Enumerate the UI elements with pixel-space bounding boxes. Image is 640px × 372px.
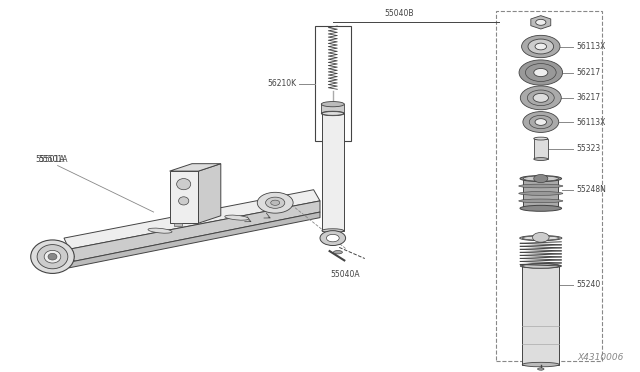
Polygon shape — [531, 16, 551, 29]
Circle shape — [326, 234, 339, 242]
Text: 56113X: 56113X — [576, 42, 605, 51]
Text: 56210K: 56210K — [267, 79, 296, 88]
Circle shape — [535, 43, 547, 50]
Circle shape — [533, 93, 548, 102]
Ellipse shape — [48, 253, 57, 260]
Ellipse shape — [523, 176, 558, 181]
Ellipse shape — [322, 112, 344, 115]
Polygon shape — [170, 164, 221, 171]
Ellipse shape — [31, 240, 74, 273]
Ellipse shape — [333, 251, 342, 254]
Circle shape — [522, 35, 560, 58]
Ellipse shape — [534, 137, 548, 140]
Circle shape — [320, 231, 346, 246]
Circle shape — [266, 197, 285, 208]
Ellipse shape — [520, 176, 562, 182]
Bar — [322, 113, 344, 231]
Polygon shape — [69, 212, 320, 268]
Text: 55040B: 55040B — [384, 9, 414, 18]
Circle shape — [532, 232, 549, 242]
Circle shape — [535, 119, 547, 125]
Bar — [174, 223, 182, 226]
Bar — [534, 139, 548, 159]
Circle shape — [534, 68, 548, 77]
Bar — [496, 11, 602, 361]
Ellipse shape — [522, 264, 559, 268]
Text: 56217: 56217 — [576, 68, 600, 77]
Circle shape — [536, 19, 546, 25]
Ellipse shape — [520, 235, 562, 241]
Polygon shape — [69, 201, 320, 262]
Ellipse shape — [522, 362, 559, 367]
Ellipse shape — [538, 368, 544, 370]
Ellipse shape — [518, 199, 563, 203]
Circle shape — [257, 192, 293, 213]
Text: 55501A: 55501A — [35, 155, 65, 164]
Ellipse shape — [321, 111, 344, 116]
Polygon shape — [170, 171, 198, 223]
Bar — [321, 104, 344, 113]
Ellipse shape — [148, 228, 172, 233]
Ellipse shape — [520, 205, 562, 211]
Text: 55248N: 55248N — [576, 185, 606, 194]
Polygon shape — [198, 164, 221, 223]
Text: 36217: 36217 — [576, 93, 600, 102]
Ellipse shape — [177, 179, 191, 190]
Ellipse shape — [520, 264, 561, 268]
Circle shape — [271, 200, 280, 205]
Circle shape — [528, 39, 554, 54]
Text: 56113X: 56113X — [576, 118, 605, 126]
Circle shape — [523, 112, 559, 132]
Ellipse shape — [322, 229, 344, 232]
Text: 55040A: 55040A — [331, 270, 360, 279]
Ellipse shape — [518, 184, 563, 188]
Text: 55323: 55323 — [576, 144, 600, 153]
Polygon shape — [64, 190, 320, 249]
Circle shape — [534, 174, 548, 183]
Bar — [522, 266, 559, 365]
Circle shape — [520, 86, 561, 110]
Ellipse shape — [522, 236, 559, 240]
Ellipse shape — [321, 102, 344, 107]
Circle shape — [519, 60, 563, 85]
Text: X4310006: X4310006 — [578, 353, 624, 362]
Bar — [315, 26, 351, 141]
Ellipse shape — [37, 245, 68, 269]
Text: 55240: 55240 — [576, 280, 600, 289]
Ellipse shape — [518, 192, 563, 195]
Ellipse shape — [179, 197, 189, 205]
Ellipse shape — [534, 158, 548, 160]
Text: 55501A: 55501A — [38, 155, 68, 164]
Bar — [524, 179, 559, 208]
Ellipse shape — [225, 215, 249, 220]
Ellipse shape — [44, 250, 61, 263]
